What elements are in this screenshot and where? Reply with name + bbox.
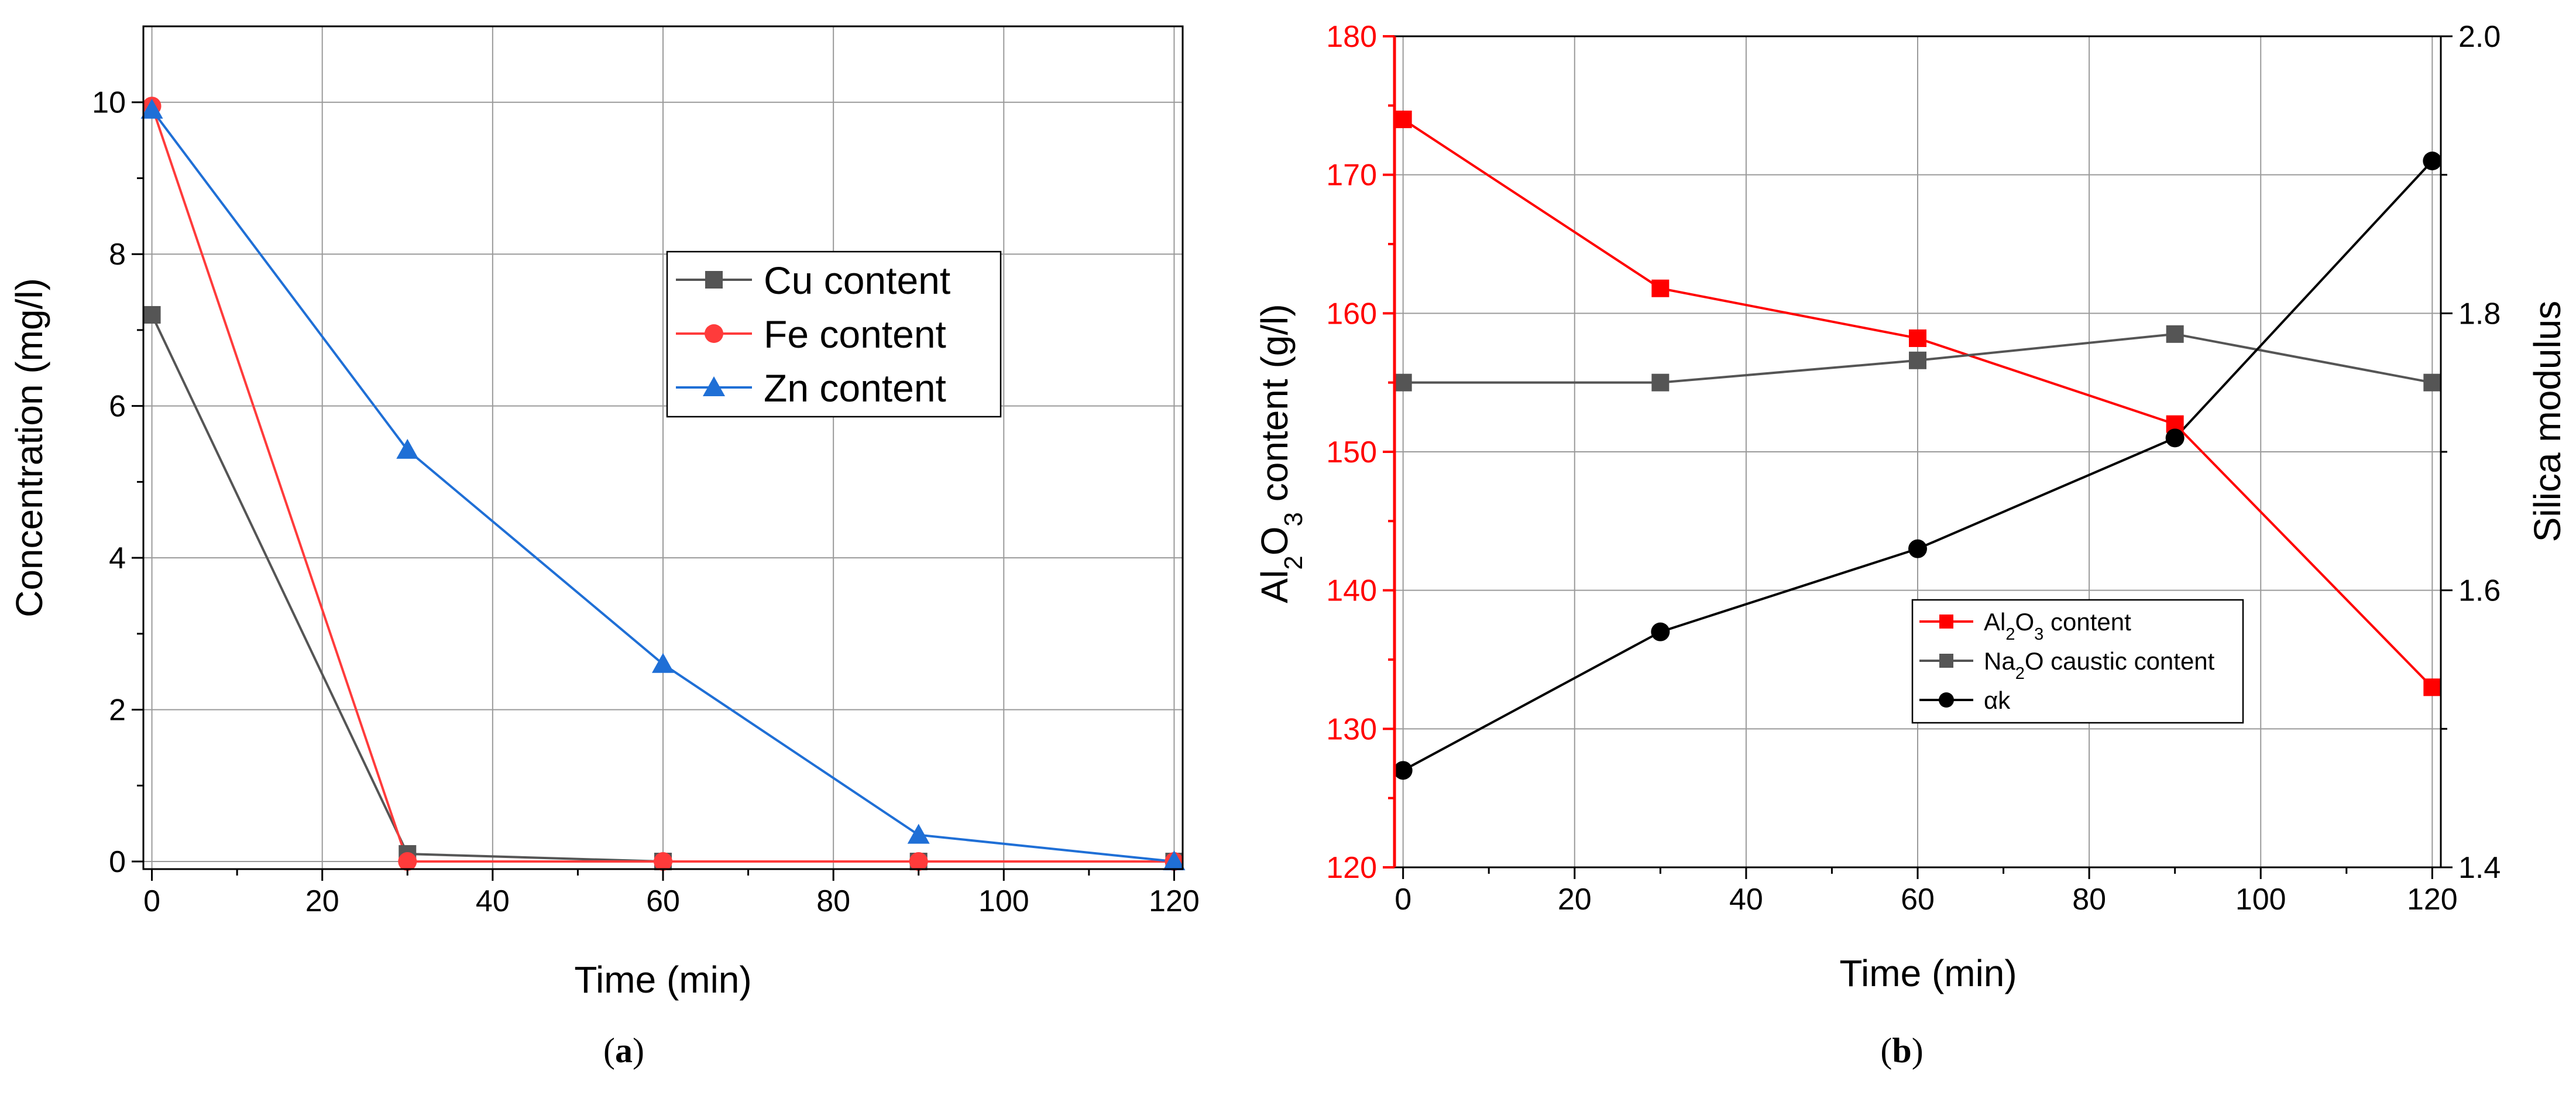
panel-a-series <box>140 97 1186 871</box>
panel-b-data-point <box>1394 111 1412 128</box>
panel-a-legend-label: Fe content <box>764 313 946 356</box>
panel-b-legend-label: Na2O caustic content <box>1984 647 2215 683</box>
panel-b-ticks: 0 20 40 60 80 100 120 120 130 140 150 160 170 180 1.4 1… <box>1326 20 2501 916</box>
panel-b-left-y-tick-label: 170 <box>1326 159 1377 193</box>
panel-b-chart: 0 20 40 60 80 100 120 120 130 140 150 160 170 180 1.4 1… <box>1253 20 2568 1070</box>
panel-a-data-point <box>140 98 163 119</box>
panel-a-y-tick-label: 6 <box>109 390 126 424</box>
panel-b-data-point <box>1909 329 1926 347</box>
panel-a-legend: Cu content Fe content Zn content <box>666 250 1002 418</box>
panel-a-legend-label: Zn content <box>764 366 946 410</box>
panel-b-right-y-axis-title: Silica modulus <box>2526 301 2568 543</box>
panel-a-y-tick-label: 2 <box>109 694 126 727</box>
panel-a-x-tick-label: 100 <box>978 884 1029 918</box>
panel-a-x-tick-label: 80 <box>816 884 850 918</box>
panel-a-legend-marker <box>705 324 723 343</box>
panel-a-y-axis-title: Concentration (mg/l) <box>8 278 50 617</box>
panel-a-y-tick-label: 4 <box>109 541 126 575</box>
panel-b-data-point <box>1908 539 1927 558</box>
panel-a-data-point <box>143 305 161 324</box>
panel-b-data-point <box>1651 279 1670 297</box>
panel-b-data-point <box>2423 678 2441 696</box>
panel-a-y-tick-label: 10 <box>92 86 126 120</box>
panel-a-label: (a) <box>603 1031 644 1070</box>
panel-b-label: (b) <box>1880 1031 1923 1070</box>
panel-a-x-tick-label: 20 <box>305 884 339 918</box>
panel-b-left-y-tick-label: 120 <box>1326 851 1377 885</box>
panel-a-y-tick-label: 0 <box>109 845 126 879</box>
panel-b-right-y-tick-label: 1.8 <box>2458 297 2501 331</box>
panel-a-legend-marker <box>705 271 723 289</box>
panel-a-x-tick-label: 120 <box>1149 884 1200 918</box>
panel-b-grid <box>1395 36 2441 868</box>
panel-b-legend-label: Al2O3 content <box>1984 608 2131 644</box>
panel-b-left-y-tick-label: 150 <box>1326 435 1377 469</box>
panel-a-data-point <box>396 438 419 459</box>
panel-a-data-point <box>398 852 417 871</box>
panel-b-legend-marker <box>1939 692 1954 708</box>
panel-a-legend-marker <box>703 376 725 396</box>
panel-a-data-point <box>1163 850 1186 871</box>
panel-a-ticks: 0 20 40 60 80 100 120 0 2 4 6 8 10 <box>92 86 1200 918</box>
panel-a-data-point <box>654 852 672 871</box>
panel-a-x-tick-label: 0 <box>143 884 160 918</box>
panel-a-legend-label: Cu content <box>764 259 950 302</box>
panel-b-left-y-tick-label: 180 <box>1326 20 1377 54</box>
panel-a-x-tick-label: 40 <box>476 884 510 918</box>
panel-b-data-point <box>1909 351 1926 369</box>
panel-b-legend-label: αk <box>1984 686 2011 714</box>
panel-b-legend-marker <box>1939 615 1953 629</box>
panel-b-data-point <box>1651 622 1670 641</box>
panel-b-right-y-tick-label: 1.6 <box>2458 574 2501 608</box>
panel-b-data-point <box>2165 428 2185 448</box>
panel-b-x-tick-label: 20 <box>1558 883 1592 916</box>
panel-a-data-point <box>652 653 674 673</box>
panel-b-x-tick-label: 80 <box>2072 883 2106 916</box>
panel-b-data-point <box>2423 373 2441 392</box>
panel-b-right-y-tick-label: 1.4 <box>2458 851 2501 885</box>
panel-a-y-tick-label: 8 <box>109 238 126 272</box>
panel-b-data-point <box>1651 373 1670 392</box>
panel-b-x-tick-label: 100 <box>2235 883 2286 916</box>
panel-b-right-y-tick-label: 2.0 <box>2458 20 2501 54</box>
panel-b-x-axis-title: Time (min) <box>1839 952 2017 994</box>
panel-b-legend-marker <box>1939 654 1953 668</box>
panel-a-x-tick-label: 60 <box>646 884 680 918</box>
panel-a-chart: 0 20 40 60 80 100 120 0 2 4 6 8 10 Concentration (mg… <box>8 25 1200 1070</box>
panel-a-x-axis-title: Time (min) <box>574 959 751 1001</box>
panel-b-left-y-tick-label: 130 <box>1326 712 1377 746</box>
panel-a-grid <box>143 26 1183 869</box>
panel-b-x-tick-label: 0 <box>1395 883 1411 916</box>
panel-b-series <box>1393 111 2442 780</box>
panel-b-x-tick-label: 120 <box>2407 883 2458 916</box>
panel-b-left-y-tick-label: 140 <box>1326 574 1377 608</box>
panel-b-data-point <box>2423 152 2442 170</box>
panel-b-left-y-tick-label: 160 <box>1326 297 1377 331</box>
panel-b-left-y-axis-title: Al2O3 content (g/l) <box>1253 304 1308 603</box>
panel-a-data-point <box>907 823 930 844</box>
panel-a-data-point <box>909 852 928 871</box>
panel-b-x-tick-label: 40 <box>1729 883 1763 916</box>
panel-b-data-point <box>1393 761 1413 780</box>
panel-b-data-point <box>1394 373 1412 392</box>
panel-b-data-point <box>2166 325 2184 343</box>
panel-b-x-tick-label: 60 <box>1901 883 1935 916</box>
